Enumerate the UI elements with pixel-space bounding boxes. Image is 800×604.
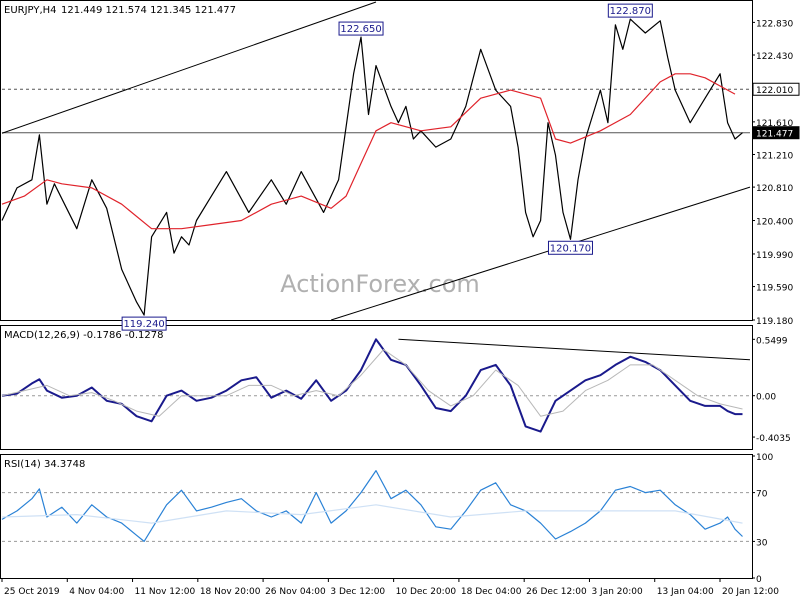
price-panel-frame [0, 0, 753, 321]
y-tick-label: 119.590 [756, 284, 793, 294]
y-tick-label: 100 [756, 453, 773, 463]
y-tick-label: 120.810 [756, 184, 793, 194]
x-tick-label: 26 Nov 04:00 [265, 587, 326, 597]
x-tick-label: 18 Nov 20:00 [200, 587, 261, 597]
y-tick-label: -0.4035 [756, 434, 791, 444]
trendline-upper-channel [1, 1, 377, 134]
1-series-macd-line [1, 338, 743, 433]
2-series-rsi-signal-line [1, 504, 743, 524]
x-tick-label: 18 Dec 04:00 [461, 587, 522, 597]
ohlc-header: 121.449 121.574 121.345 121.477 [61, 5, 236, 16]
y-tick-label: 0.00 [756, 393, 776, 403]
symbol-title: EURJPY,H4 [4, 5, 57, 16]
y-tick-label: 0.5499 [756, 336, 788, 346]
0-series-ma-line [1, 73, 736, 230]
watermark: ActionForex.com [280, 270, 480, 298]
x-tick-label: 13 Jan 04:00 [657, 587, 714, 597]
rsi-title: RSI(14) 34.3748 [4, 459, 85, 470]
x-tick-label: 26 Dec 12:00 [526, 587, 587, 597]
price-annotation-box [607, 3, 653, 18]
1-series-signal-line [1, 349, 743, 417]
rsi-panel-frame [0, 454, 753, 579]
price-annotation-label: 119.240 [123, 319, 164, 330]
macd-title: MACD(12,26,9) -0.1786 -0.1278 [4, 330, 164, 341]
price-annotation-box [338, 21, 384, 36]
x-tick-label: 25 Oct 2019 [4, 587, 60, 597]
y-tick-label: 119.990 [756, 251, 793, 261]
y-tick-label: 122.830 [756, 19, 793, 29]
price-annotation-label: 122.870 [610, 6, 651, 17]
y-tick-label: 122.430 [756, 52, 793, 62]
price-tag-box [752, 126, 800, 140]
price-annotation-box [547, 240, 593, 255]
price-panel-title: EURJPY,H4 121.449 121.574 121.345 121.47… [4, 5, 236, 16]
x-tick-label: 3 Jan 20:00 [591, 587, 643, 597]
y-tick-label: 121.610 [756, 119, 793, 129]
price-annotation-label: 120.170 [550, 243, 591, 254]
0-series-price-line [1, 18, 743, 316]
x-tick-label: 20 Jan 12:00 [722, 587, 779, 597]
price-tag-label: 122.010 [756, 86, 793, 96]
trendline-lower-channel [330, 186, 751, 321]
x-tick-label: 11 Nov 12:00 [135, 587, 196, 597]
x-tick-label: 3 Dec 12:00 [330, 587, 385, 597]
y-tick-label: 119.180 [756, 317, 793, 327]
price-tag-box [752, 82, 800, 96]
x-tick-label: 10 Dec 20:00 [396, 587, 457, 597]
y-tick-label: 121.210 [756, 151, 793, 161]
2-series-rsi-line [1, 470, 743, 543]
macd-panel-frame [0, 325, 753, 450]
price-annotation-label: 122.650 [340, 24, 381, 35]
price-annotation-box [121, 316, 167, 331]
y-tick-label: 0 [756, 575, 762, 585]
price-tag-label: 121.477 [756, 130, 793, 140]
trendline-macd-resistance [398, 338, 751, 361]
y-tick-label: 30 [756, 538, 768, 548]
y-tick-label: 120.400 [756, 218, 793, 228]
x-tick-label: 4 Nov 04:00 [69, 587, 124, 597]
y-tick-label: 70 [756, 490, 768, 500]
